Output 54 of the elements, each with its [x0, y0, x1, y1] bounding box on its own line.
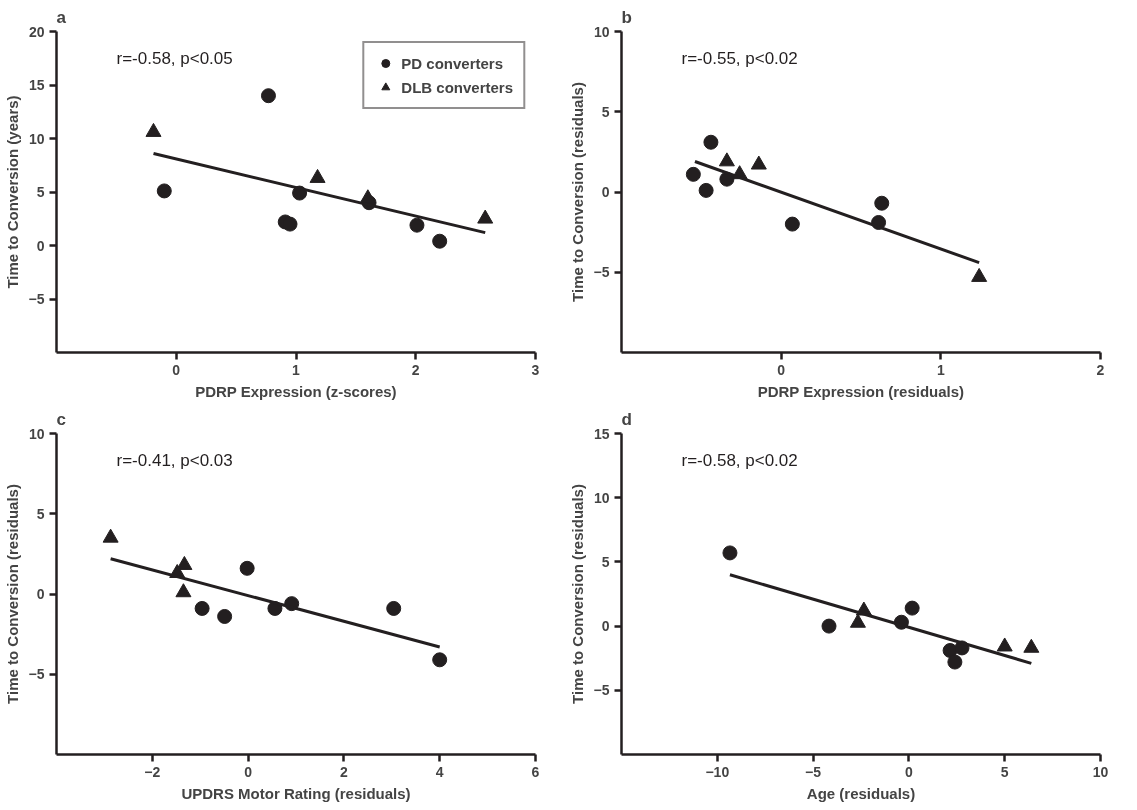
y-tick-label: 10	[593, 23, 610, 40]
x-tick-label: 0	[905, 763, 914, 780]
y-tick-label: 5	[601, 553, 610, 570]
annotation: r=-0.58, p<0.02	[681, 450, 798, 470]
chart-title: b	[621, 7, 632, 27]
x-tick-label: 0	[777, 361, 786, 378]
y-axis-title: Time to Conversion (residuals)	[568, 484, 586, 704]
y-tick-label: 10	[28, 425, 45, 442]
y-tick-label: 0	[601, 184, 610, 200]
y-tick-label: 15	[28, 77, 45, 93]
y-axis-title: Time to Conversion (residuals)	[568, 82, 586, 302]
chart-title: c	[56, 409, 66, 429]
y-tick-label: 5	[36, 505, 45, 522]
x-tick-label: 0	[244, 763, 253, 780]
x-tick-label: −5	[805, 763, 822, 780]
x-tick-label: −10	[705, 763, 730, 780]
x-tick-label: 2	[411, 361, 420, 378]
x-axis-title: PDRP Expression (residuals)	[757, 382, 965, 400]
annotation: r=-0.55, p<0.02	[681, 48, 798, 68]
x-tick-label: 1	[292, 361, 301, 378]
x-tick-label: 10	[1092, 763, 1109, 780]
y-tick-label: 0	[36, 237, 45, 254]
x-tick-label: 2	[1096, 361, 1105, 378]
y-tick-label: −5	[593, 682, 610, 699]
y-tick-label: 0	[601, 618, 610, 635]
x-tick-label: 4	[435, 763, 444, 780]
y-tick-label: −5	[28, 291, 45, 307]
x-tick-label: 3	[531, 361, 540, 378]
x-tick-label: 2	[340, 763, 349, 780]
y-tick-label: 10	[593, 489, 610, 506]
chart-title: a	[56, 7, 67, 27]
y-tick-label: 0	[36, 586, 45, 602]
annotation: r=-0.41, p<0.03	[116, 450, 233, 470]
annotation: r=-0.58, p<0.05	[116, 48, 233, 68]
x-axis-title: PDRP Expression (z-scores)	[195, 382, 397, 400]
x-tick-label: 6	[531, 763, 540, 780]
y-tick-label: 10	[28, 130, 45, 147]
x-tick-label: 1	[936, 361, 945, 378]
y-tick-label: 20	[28, 23, 45, 40]
x-axis-title: UPDRS Motor Rating (residuals)	[181, 784, 411, 802]
legend-label: PD converters	[401, 54, 504, 72]
y-tick-label: 15	[593, 425, 610, 442]
x-tick-label: 5	[1000, 763, 1009, 780]
x-tick-label: 0	[172, 361, 181, 378]
x-axis-title: Age (residuals)	[806, 784, 916, 802]
legend-label: DLB converters	[401, 78, 513, 96]
y-tick-label: −5	[28, 666, 45, 683]
x-tick-label: −2	[144, 763, 161, 780]
y-tick-label: 5	[601, 103, 610, 120]
y-axis-title: Time to Conversion (residuals)	[3, 484, 21, 704]
y-tick-label: −5	[593, 264, 610, 281]
y-tick-label: 5	[36, 184, 45, 200]
y-axis-title: Time to Conversion (years)	[3, 95, 21, 289]
chart-title: d	[621, 409, 632, 429]
